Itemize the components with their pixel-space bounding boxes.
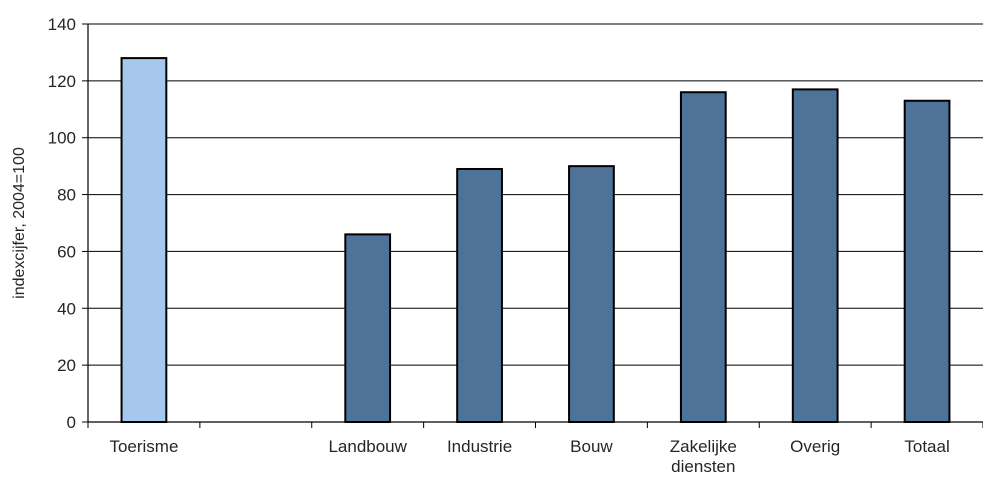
y-tick-label: 100 bbox=[48, 129, 76, 148]
x-category-label: Industrie bbox=[447, 437, 512, 456]
gridlines bbox=[82, 23, 983, 423]
bar bbox=[344, 233, 392, 423]
y-tick-label: 80 bbox=[57, 186, 76, 205]
y-tick-label: 40 bbox=[57, 299, 76, 318]
bar bbox=[120, 57, 168, 423]
x-category-label: Zakelijke bbox=[670, 437, 737, 456]
bar bbox=[903, 99, 951, 423]
x-category-label: diensten bbox=[671, 457, 735, 476]
x-category-label: Toerisme bbox=[109, 437, 178, 456]
x-category-label: Bouw bbox=[570, 437, 613, 456]
y-tick-label: 60 bbox=[57, 242, 76, 261]
x-category-labels: Toerisme Landbouw Industrie Bouw Zakelijkedi… bbox=[109, 437, 949, 476]
bar bbox=[568, 165, 615, 423]
x-category-label: Overig bbox=[790, 437, 840, 456]
y-axis-title: indexcijfer, 2004=100 bbox=[11, 147, 28, 299]
axes bbox=[87, 24, 983, 428]
y-tick-label: 0 bbox=[67, 413, 76, 432]
y-tick-labels: 0 20 40 60 80 100 120 140 bbox=[48, 15, 76, 432]
bar bbox=[679, 91, 727, 423]
bar bbox=[456, 167, 503, 423]
y-tick-label: 20 bbox=[57, 356, 76, 375]
y-tick-label: 120 bbox=[48, 72, 76, 91]
bars bbox=[120, 57, 951, 423]
x-category-label: Totaal bbox=[904, 437, 949, 456]
bar bbox=[791, 88, 839, 423]
x-category-label: Landbouw bbox=[328, 437, 407, 456]
y-tick-label: 140 bbox=[48, 15, 76, 34]
